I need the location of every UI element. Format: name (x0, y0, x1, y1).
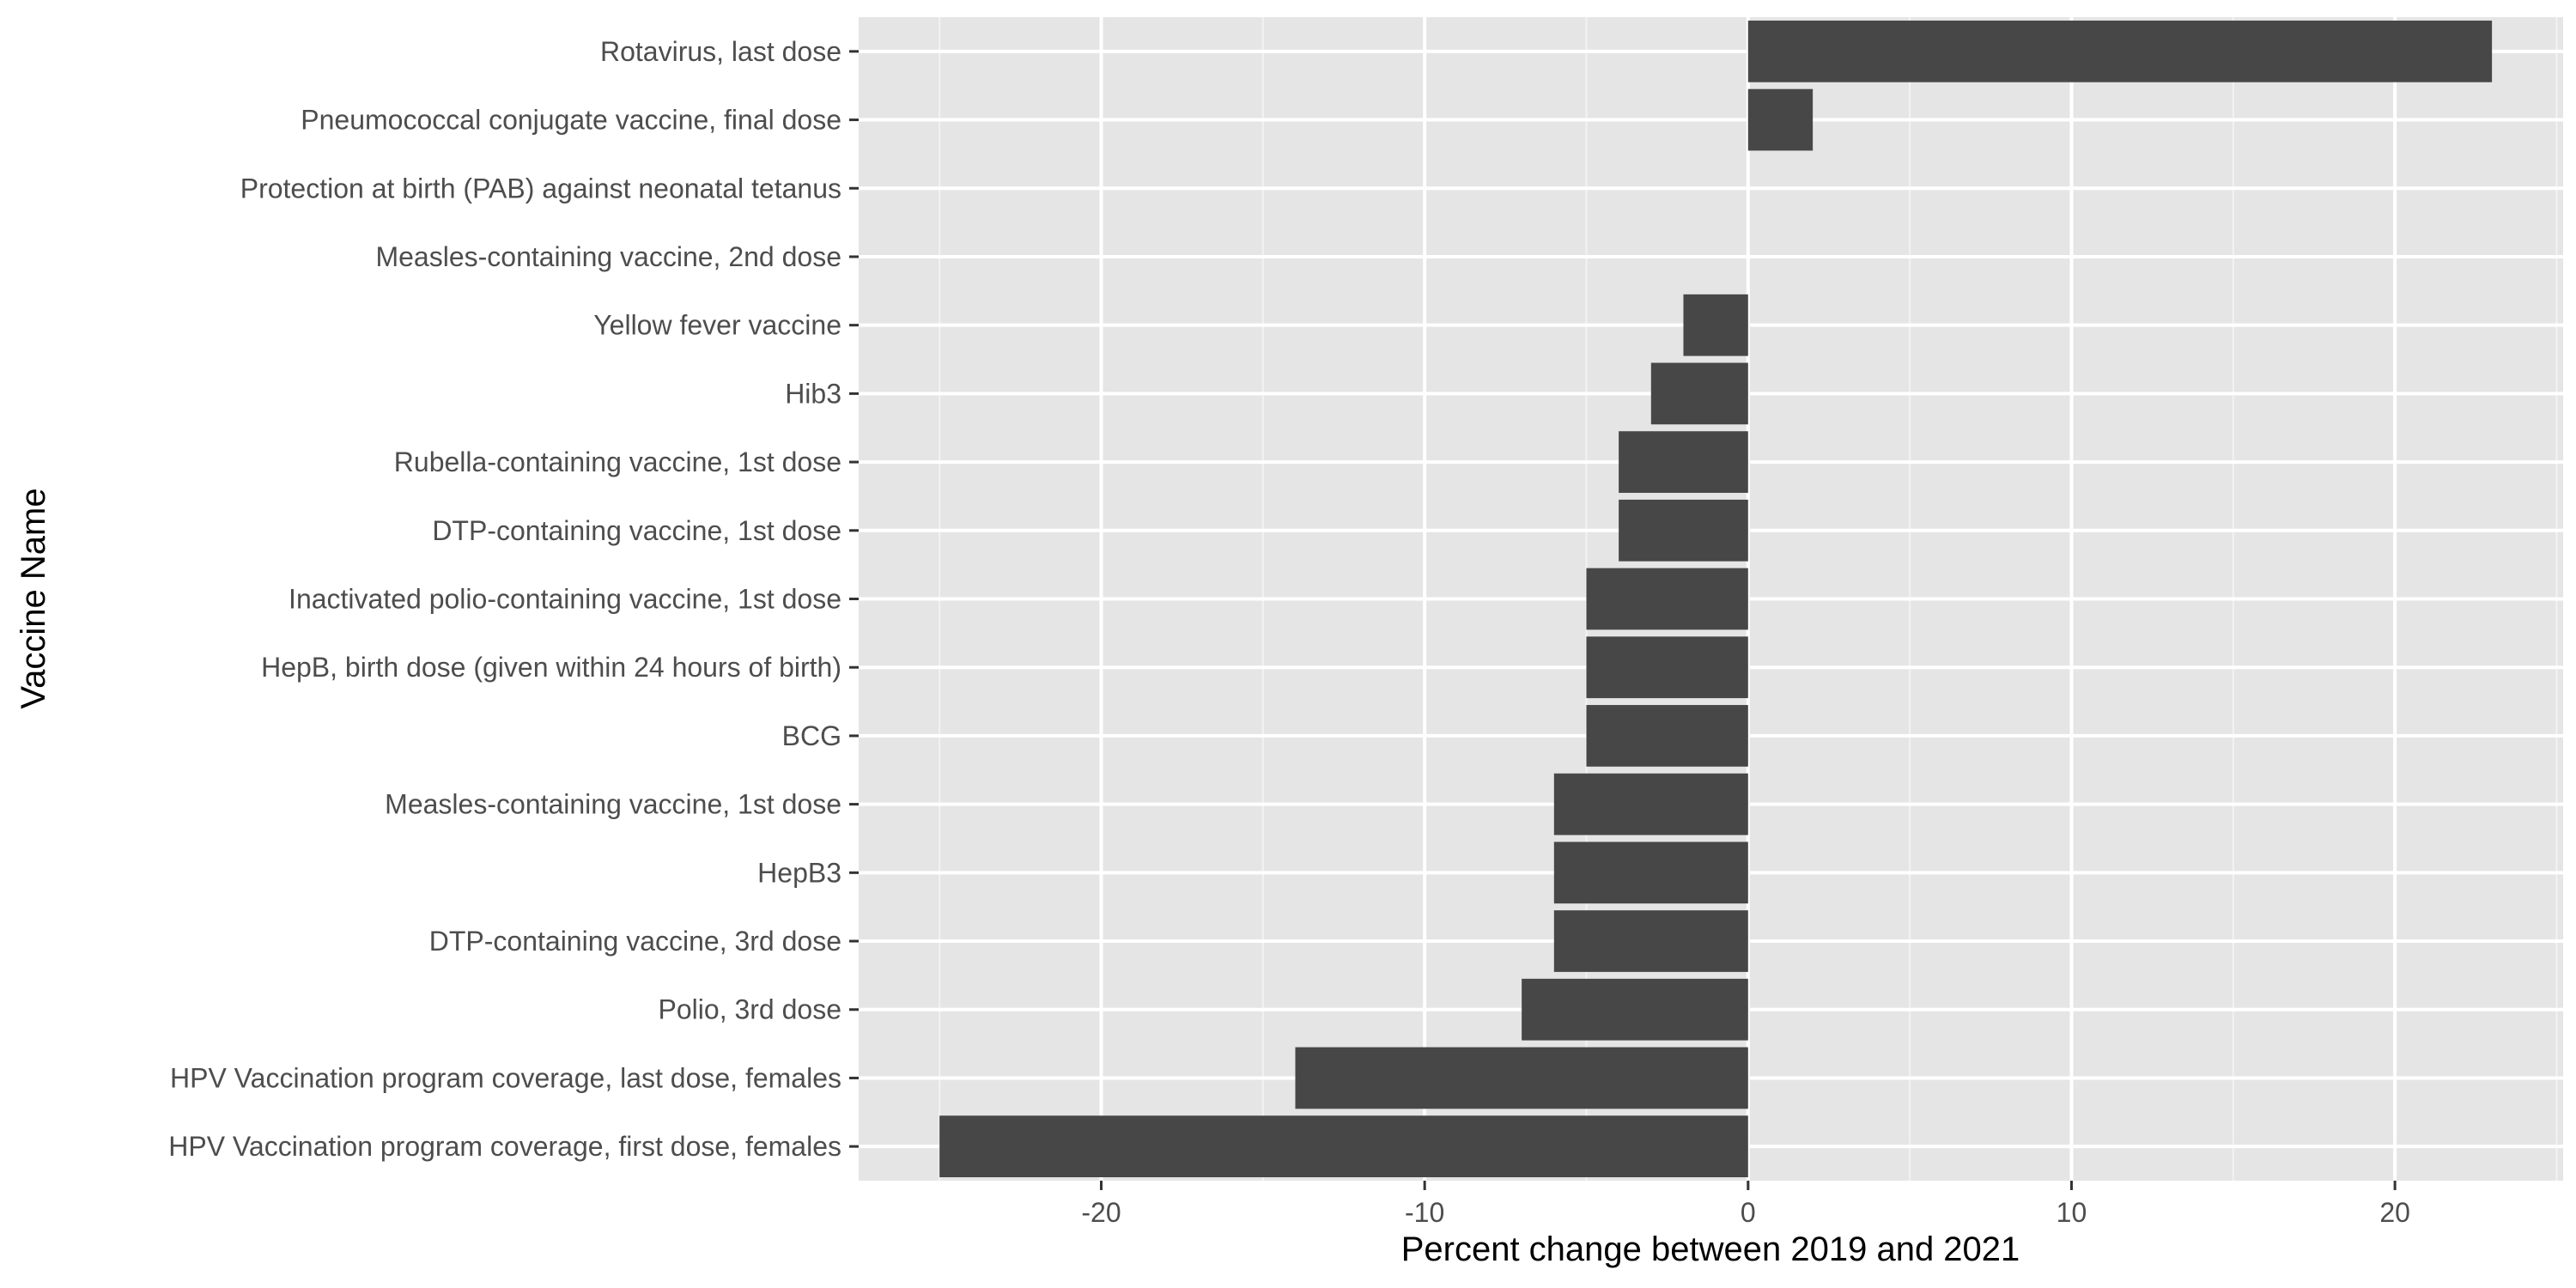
bar (1650, 362, 1748, 425)
x-tick-label: 20 (2379, 1197, 2410, 1228)
y-tick-label: Measles-containing vaccine, 1st dose (385, 789, 841, 820)
x-tick-label: -10 (1405, 1197, 1444, 1228)
bar (1619, 499, 1748, 562)
bar (1553, 910, 1748, 972)
y-tick-label: Pneumococcal conjugate vaccine, final do… (301, 105, 841, 136)
bar (939, 1115, 1748, 1178)
y-tick-label: DTP-containing vaccine, 3rd dose (429, 926, 841, 957)
bar (1747, 88, 1814, 151)
bar (1553, 773, 1748, 835)
x-axis-title: Percent change between 2019 and 2021 (1401, 1230, 2020, 1268)
y-tick-label: DTP-containing vaccine, 1st dose (432, 515, 841, 546)
bars (939, 20, 2493, 1178)
y-tick-label: Rubella-containing vaccine, 1st dose (394, 447, 841, 477)
bar (1553, 841, 1748, 904)
bar (1295, 1047, 1748, 1109)
y-tick-label: Rotavirus, last dose (600, 36, 841, 67)
y-axis-title: Vaccine Name (15, 488, 52, 708)
bar (1683, 294, 1748, 356)
bar (1747, 20, 2493, 82)
y-tick-label: Protection at birth (PAB) against neonat… (240, 173, 841, 204)
y-tick-label: HPV Vaccination program coverage, last d… (170, 1062, 841, 1093)
bar (1586, 568, 1748, 630)
y-tick-label: Yellow fever vaccine (593, 310, 841, 341)
bar (1586, 636, 1748, 699)
bar (1522, 978, 1748, 1041)
y-tick-label: HepB3 (757, 857, 841, 888)
y-tick-label: HepB, birth dose (given within 24 hours … (261, 652, 841, 683)
y-tick-label: BCG (782, 720, 841, 751)
y-axis: Rotavirus, last dose Pneumococcal conjuga… (168, 36, 859, 1162)
y-tick-label: Hib3 (785, 378, 841, 409)
x-axis: -20 -10 0 10 20 (1081, 1181, 2410, 1228)
y-tick-label: HPV Vaccination program coverage, first … (168, 1131, 841, 1162)
x-tick-label: -20 (1081, 1197, 1121, 1228)
bar (1586, 705, 1748, 767)
x-tick-label: 10 (2057, 1197, 2087, 1228)
y-tick-label: Measles-containing vaccine, 2nd dose (375, 241, 841, 272)
bar (1619, 431, 1748, 493)
x-tick-label: 0 (1741, 1197, 1756, 1228)
y-tick-label: Inactivated polio-containing vaccine, 1s… (289, 584, 841, 615)
y-tick-label: Polio, 3rd dose (659, 994, 841, 1025)
